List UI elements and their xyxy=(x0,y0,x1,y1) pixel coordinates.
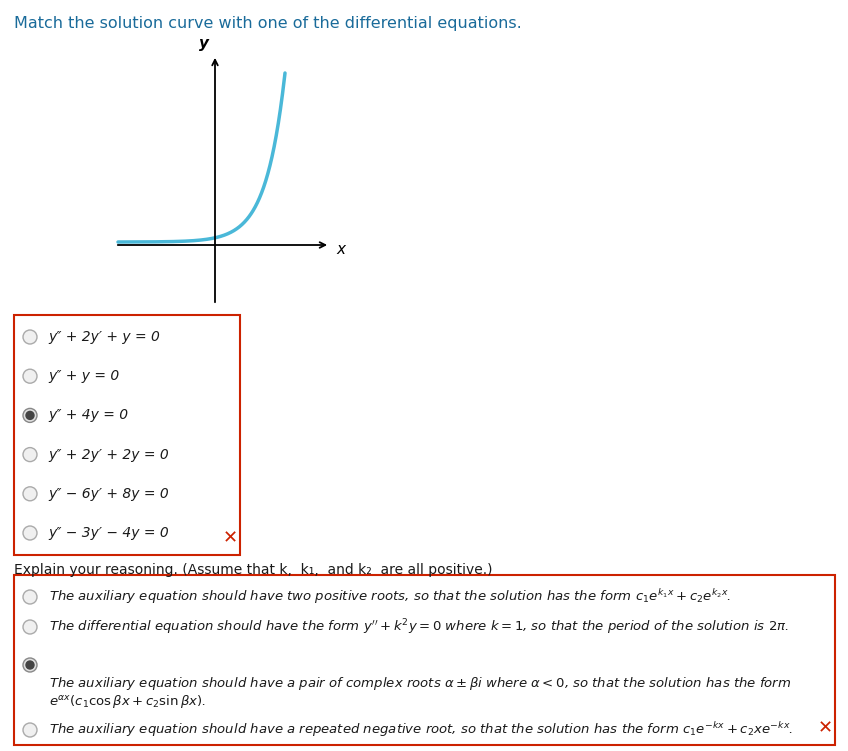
Circle shape xyxy=(26,412,34,419)
Text: y″ − 3y′ − 4y = 0: y″ − 3y′ − 4y = 0 xyxy=(48,526,169,540)
Circle shape xyxy=(23,448,37,462)
Circle shape xyxy=(23,723,37,737)
Circle shape xyxy=(26,661,34,669)
Text: ✕: ✕ xyxy=(817,719,833,737)
Circle shape xyxy=(23,330,37,344)
Text: The auxiliary equation should have a pair of complex roots $\alpha \pm \beta i$ : The auxiliary equation should have a pai… xyxy=(49,674,791,692)
Circle shape xyxy=(23,658,37,672)
Text: ✕: ✕ xyxy=(222,529,237,547)
Text: y″ + 2y′ + 2y = 0: y″ + 2y′ + 2y = 0 xyxy=(48,448,169,462)
Bar xyxy=(14,575,835,745)
Text: y″ − 6y′ + 8y = 0: y″ − 6y′ + 8y = 0 xyxy=(48,487,169,501)
Circle shape xyxy=(23,590,37,604)
Circle shape xyxy=(23,487,37,501)
Text: x: x xyxy=(336,242,345,257)
Text: The auxiliary equation should have two positive roots, so that the solution has : The auxiliary equation should have two p… xyxy=(49,587,732,607)
Text: $e^{\alpha x}(c_1 \cos \beta x + c_2 \sin \beta x)$.: $e^{\alpha x}(c_1 \cos \beta x + c_2 \si… xyxy=(49,692,206,710)
Circle shape xyxy=(23,369,37,383)
Bar xyxy=(14,315,240,555)
Text: Explain your reasoning. (Assume that k,  k₁,  and k₂  are all positive.): Explain your reasoning. (Assume that k, … xyxy=(14,563,493,577)
Text: The differential equation should have the form $y'' + k^2y = 0$ where $k = 1$, s: The differential equation should have th… xyxy=(49,617,789,637)
Text: Match the solution curve with one of the differential equations.: Match the solution curve with one of the… xyxy=(14,16,522,31)
Circle shape xyxy=(23,620,37,634)
Text: y: y xyxy=(199,36,209,51)
Text: y″ + y = 0: y″ + y = 0 xyxy=(48,369,120,383)
Circle shape xyxy=(23,409,37,422)
Text: y″ + 2y′ + y = 0: y″ + 2y′ + y = 0 xyxy=(48,330,160,344)
Circle shape xyxy=(23,526,37,540)
Text: y″ + 4y = 0: y″ + 4y = 0 xyxy=(48,409,128,422)
Text: The auxiliary equation should have a repeated negative root, so that the solutio: The auxiliary equation should have a rep… xyxy=(49,720,794,740)
